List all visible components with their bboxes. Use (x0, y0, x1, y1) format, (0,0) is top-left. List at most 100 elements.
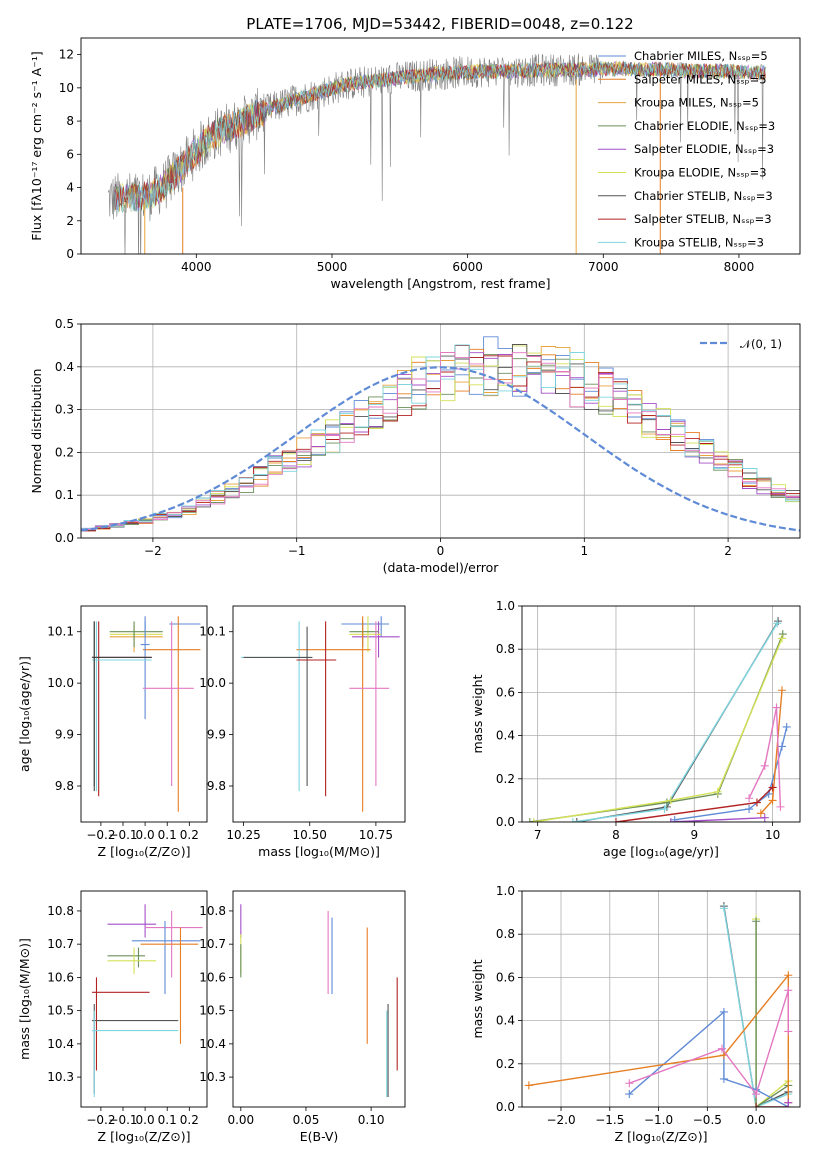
mass-weight-marker (756, 809, 765, 818)
mass-vs-EBV-ytick-label: 10.7 (199, 937, 226, 951)
mass-weight-marker (768, 796, 777, 805)
residuals-xtick-label: −2 (144, 544, 162, 558)
legend-entry: Kroupa MILES, Nₛₛₚ=5 (634, 96, 759, 110)
mass-weight-marker (752, 1103, 761, 1107)
residuals-ytick-label: 0.3 (55, 403, 74, 417)
massweight-vs-age-plot-area (522, 606, 800, 822)
spectrum-ytick-label: 0 (66, 247, 74, 261)
spectrum-xlabel: wavelength [Angstrom, rest frame] (330, 276, 550, 291)
age-vs-Z-ytick-label: 10.0 (47, 676, 74, 690)
massweight-vs-Z-frame (521, 890, 801, 1108)
mass-vs-Z-ytick-label: 10.6 (47, 970, 74, 984)
residuals-xtick-label: 0 (437, 544, 445, 558)
mass-vs-EBV-xtick-label: 0.10 (358, 1113, 385, 1127)
massweight-vs-Z-xlabel: Z [log₁₀(Z/Z⊙)] (615, 1129, 708, 1144)
mass-weight-marker (784, 971, 793, 980)
residuals-ylabel: Normed distribution (29, 369, 44, 494)
massweight-vs-age-ytick-label: 0.4 (496, 729, 515, 743)
residuals-axes: −2 −1 0 1 2 0.0 0.1 0.2 0.3 0.4 0.5 (data-model)/er… (29, 317, 801, 575)
mass-weight-marker (784, 1098, 793, 1107)
legend-entry: 𝒩(0, 1) (740, 337, 782, 351)
age-vs-Z-ytick-label: 9.8 (55, 779, 74, 793)
mass-vs-Z-axes: −0.2−0.10.0 0.1 0.2 10.3 10.4 10.5 10.6 10.7 10.… (17, 890, 208, 1144)
massweight-vs-age-xtick-label: 8 (612, 828, 620, 842)
spectrum-legend: Chabrier MILES, Nₛₛₚ=5 Salpeter MILES, Nₛ… (598, 49, 775, 249)
mass-vs-EBV-ytick-label: 10.3 (199, 1070, 226, 1084)
age-vs-mass-ytick-label: 10.1 (199, 625, 226, 639)
mass-weight-marker (774, 617, 783, 626)
mass-weight-marker (568, 818, 577, 822)
age-vs-mass-ytick-label: 10.0 (199, 676, 226, 690)
gaussian-curve (81, 366, 800, 532)
mass-weight-marker (768, 783, 777, 792)
histogram-step (81, 345, 800, 530)
age-vs-Z-plot-area (92, 616, 201, 812)
massweight-vs-age-ylabel: mass weight (470, 674, 485, 753)
mass-weight-line (723, 908, 789, 1107)
mass-weight-marker (772, 703, 781, 712)
spectrum-ytick-label: 10 (59, 81, 74, 95)
spectrum-axes: 4000 5000 6000 7000 8000 0 2 4 6 8 10 12 wavelength … (29, 37, 801, 291)
mass-vs-EBV-xtick-label: 0.05 (293, 1113, 320, 1127)
mass-weight-line (670, 817, 765, 822)
massweight-vs-age-xlabel: age [log₁₀(age/yr)] (603, 844, 719, 859)
mass-weight-marker (776, 802, 785, 811)
residuals-xlabel: (data-model)/error (383, 560, 500, 575)
mass-vs-Z-ylabel: mass [log₁₀(M/M⊙)] (17, 938, 32, 1060)
mass-vs-EBV-plot-area (240, 904, 398, 1098)
mass-vs-Z-ytick-label: 10.7 (47, 937, 74, 951)
legend-entry: Salpeter MILES, Nₛₛₚ=5 (634, 72, 767, 86)
legend-entry: Salpeter ELODIE, Nₛₛₚ=3 (634, 142, 774, 156)
mass-weight-marker (524, 1081, 533, 1090)
massweight-vs-Z-xtick-label: 0.0 (747, 1113, 766, 1127)
legend-entry: Chabrier STELIB, Nₛₛₚ=3 (634, 189, 773, 203)
histogram-step (81, 344, 800, 532)
spectrum-xtick-label: 8000 (724, 260, 755, 274)
legend-entry: Kroupa ELODIE, Nₛₛₚ=3 (634, 166, 767, 180)
mass-vs-EBV-xlabel: E(B-V) (300, 1129, 339, 1144)
legend-entry: Kroupa STELIB, Nₛₛₚ=3 (634, 235, 764, 249)
spectrum-model-line (114, 61, 766, 210)
mass-weight-marker (666, 796, 675, 805)
age-vs-Z-xtick-label: 0.0 (136, 828, 155, 842)
mass-weight-marker (525, 818, 534, 822)
mass-weight-marker (625, 1090, 634, 1099)
massweight-vs-Z-ytick-label: 0.4 (496, 1014, 515, 1028)
age-vs-mass-frame (232, 605, 406, 823)
mass-weight-marker (777, 686, 786, 695)
mass-weight-marker (713, 787, 722, 796)
massweight-vs-age-xtick-label: 10 (765, 828, 780, 842)
age-vs-mass-xlabel: mass [log₁₀(M/M⊙)] (258, 844, 380, 859)
mass-weight-marker (760, 813, 769, 822)
spectrum-plot-area (107, 53, 766, 254)
residuals-ytick-label: 0.2 (55, 445, 74, 459)
mass-weight-marker (666, 818, 675, 822)
mass-vs-Z-ytick-label: 10.4 (47, 1037, 74, 1051)
spectrum-xtick-label: 4000 (181, 260, 212, 274)
spectrum-frame (80, 37, 801, 255)
age-vs-mass-ytick-label: 9.8 (207, 779, 226, 793)
age-vs-Z-xlabel: Z [log₁₀(Z/Z⊙)] (98, 844, 191, 859)
massweight-vs-Z-ytick-label: 0.8 (496, 927, 515, 941)
mass-weight-marker (784, 986, 793, 995)
massweight-vs-Z-plot-area (522, 891, 800, 1107)
age-vs-Z-axes: −0.2−0.10.0 0.1 0.2 9.8 9.9 10.0 10.1 Z [log₁₀(… (17, 605, 208, 859)
age-vs-mass-axes: 10.25 10.50 10.75 9.8 9.9 10.0 10.1 mass [log₁₀… (199, 605, 406, 859)
mass-weight-line (628, 1010, 789, 1107)
massweight-vs-age-ytick-label: 0.0 (496, 815, 515, 829)
mass-weight-marker (625, 1079, 634, 1088)
massweight-vs-age-ytick-label: 0.2 (496, 772, 515, 786)
mass-weight-marker (773, 619, 782, 628)
histogram-step (81, 336, 800, 529)
histogram-step (81, 344, 800, 530)
age-vs-mass-plot-area (240, 616, 400, 812)
massweight-vs-age-axes: 7 8 9 10 0.0 0.2 0.4 0.6 0.8 1.0 age [log₁₀(age/yr… (470, 599, 801, 859)
massweight-vs-age-ytick-label: 0.6 (496, 685, 515, 699)
mass-weight-line (533, 638, 783, 822)
massweight-vs-age-xtick-label: 9 (690, 828, 698, 842)
mass-vs-Z-frame (80, 890, 208, 1108)
residuals-ytick-label: 0.5 (55, 317, 74, 331)
spectrum-model-line (114, 60, 766, 214)
